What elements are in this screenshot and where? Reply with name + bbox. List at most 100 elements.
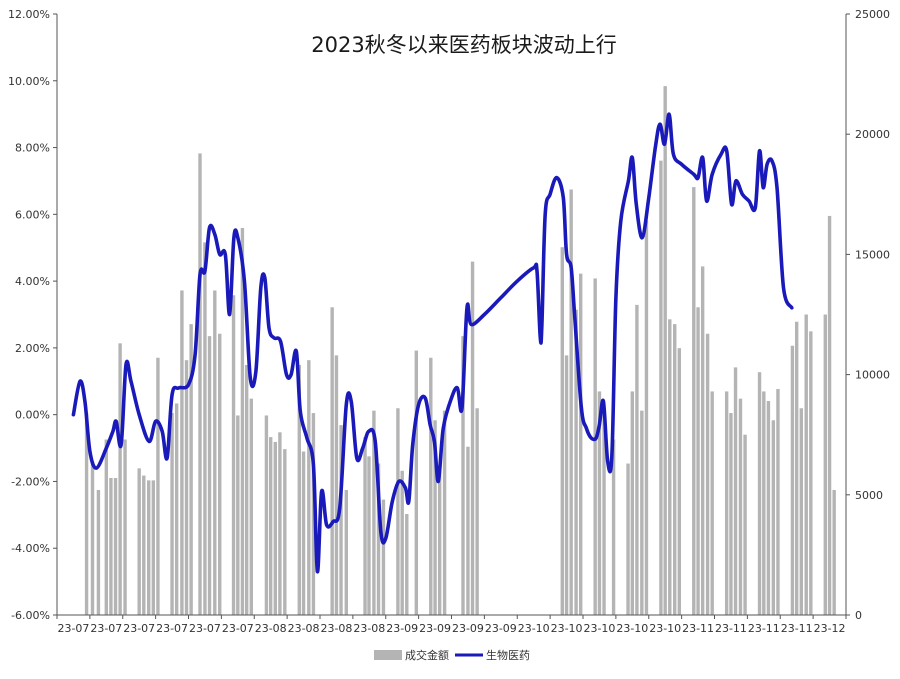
left-tick-label-9: -6.00% <box>11 609 50 622</box>
bars-group <box>84 86 836 616</box>
volume-bar-41 <box>363 437 367 615</box>
volume-bar-90 <box>771 420 776 615</box>
volume-bar-82 <box>724 391 729 615</box>
volume-bar-27 <box>249 398 253 615</box>
volume-bar-15 <box>180 290 184 615</box>
volume-bar-47 <box>400 470 404 615</box>
biomedicine-line <box>71 112 794 574</box>
legend-swatch-volume <box>374 650 402 660</box>
x-tick-label-1: 23-07 <box>90 622 122 635</box>
right-tick-label-2: 15000 <box>855 248 890 261</box>
volume-bar-2 <box>96 489 101 615</box>
x-tick-label-2: 23-07 <box>123 622 155 635</box>
volume-bar-93 <box>794 321 799 615</box>
volume-bar-51 <box>433 420 437 615</box>
volume-bar-9 <box>142 475 146 615</box>
volume-bar-97 <box>823 314 827 615</box>
volume-bar-86 <box>743 434 747 615</box>
volume-bar-94 <box>799 408 803 615</box>
volume-bar-85 <box>738 398 743 615</box>
volume-bar-79 <box>700 266 705 615</box>
x-tick-label-5: 23-07 <box>222 622 254 635</box>
volume-bar-45 <box>381 499 386 615</box>
volume-bar-33 <box>297 364 301 615</box>
volume-bar-70 <box>640 410 644 615</box>
volume-bar-34 <box>301 451 306 615</box>
left-tick-label-3: 6.00% <box>15 208 50 221</box>
volume-bar-81 <box>710 391 714 615</box>
volume-bar-18 <box>198 153 202 615</box>
volume-bar-83 <box>729 413 733 615</box>
volume-bar-74 <box>668 319 672 615</box>
volume-bar-4 <box>109 477 113 615</box>
right-tick-label-5: 0 <box>855 609 862 622</box>
volume-bar-49 <box>414 350 419 615</box>
volume-bar-48 <box>405 514 409 615</box>
x-tick-label-4: 23-07 <box>189 622 221 635</box>
volume-bar-54 <box>461 336 465 615</box>
volume-bar-35 <box>307 360 311 615</box>
volume-bar-44 <box>376 463 381 615</box>
right-tick-label-1: 20000 <box>855 128 890 141</box>
volume-bar-10 <box>147 480 151 615</box>
x-tick-label-7: 23-08 <box>288 622 320 635</box>
volume-bar-67 <box>626 463 630 615</box>
volume-bar-24 <box>236 415 240 615</box>
volume-bar-42 <box>367 456 371 615</box>
volume-bar-13 <box>170 413 174 615</box>
volume-bar-39 <box>339 425 343 615</box>
legend: 成交金额 生物医药 <box>374 648 530 662</box>
left-tick-label-8: -4.00% <box>11 542 50 555</box>
volume-bar-57 <box>475 408 479 615</box>
volume-bar-91 <box>776 389 780 615</box>
line-group <box>71 112 794 574</box>
volume-bar-99 <box>832 489 836 615</box>
volume-bar-14 <box>174 403 179 615</box>
volume-bar-32 <box>283 449 287 615</box>
volume-bar-0 <box>84 413 89 615</box>
volume-bar-52 <box>437 470 442 615</box>
volume-bar-77 <box>692 187 696 615</box>
volume-bar-6 <box>118 343 122 615</box>
volume-bar-63 <box>593 278 597 615</box>
volume-bar-75 <box>673 324 677 615</box>
volume-bar-12 <box>156 357 160 615</box>
x-tick-label-13: 23-09 <box>485 622 517 635</box>
x-tick-label-6: 23-08 <box>255 622 287 635</box>
volume-bar-92 <box>790 345 795 615</box>
volume-bar-30 <box>273 441 277 615</box>
volume-bar-26 <box>244 364 249 615</box>
x-tick-label-22: 23-11 <box>781 622 813 635</box>
left-tick-label-6: 0.00% <box>15 409 50 422</box>
volume-bar-8 <box>137 468 141 615</box>
volume-bar-64 <box>597 391 602 615</box>
left-tick-label-5: 2.00% <box>15 342 50 355</box>
volume-bar-5 <box>113 477 118 615</box>
volume-bar-61 <box>574 309 578 615</box>
volume-bar-71 <box>644 220 649 615</box>
volume-bar-16 <box>184 360 189 615</box>
volume-bar-20 <box>207 336 212 615</box>
x-tick-label-20: 23-11 <box>715 622 747 635</box>
legend-label-volume: 成交金额 <box>405 648 449 662</box>
x-tick-label-3: 23-07 <box>156 622 188 635</box>
volume-bar-3 <box>104 439 109 615</box>
volume-bar-1 <box>90 461 95 615</box>
x-tick-label-14: 23-10 <box>518 622 550 635</box>
volume-bar-98 <box>827 215 832 615</box>
volume-bar-29 <box>268 437 273 615</box>
x-tick-label-17: 23-10 <box>616 622 648 635</box>
volume-bar-76 <box>677 348 682 615</box>
volume-bar-50 <box>429 357 433 615</box>
left-tick-label-0: 12.00% <box>8 8 50 21</box>
right-tick-label-3: 10000 <box>855 369 890 382</box>
volume-bar-60 <box>569 189 573 615</box>
volume-bar-38 <box>334 355 339 615</box>
chart-title: 2023秋冬以来医药板块波动上行 <box>311 33 616 57</box>
volume-bar-55 <box>466 446 470 615</box>
x-tick-label-19: 23-11 <box>682 622 714 635</box>
volume-bar-87 <box>757 372 762 615</box>
x-tick-label-12: 23-09 <box>452 622 484 635</box>
volume-bar-25 <box>240 227 245 615</box>
